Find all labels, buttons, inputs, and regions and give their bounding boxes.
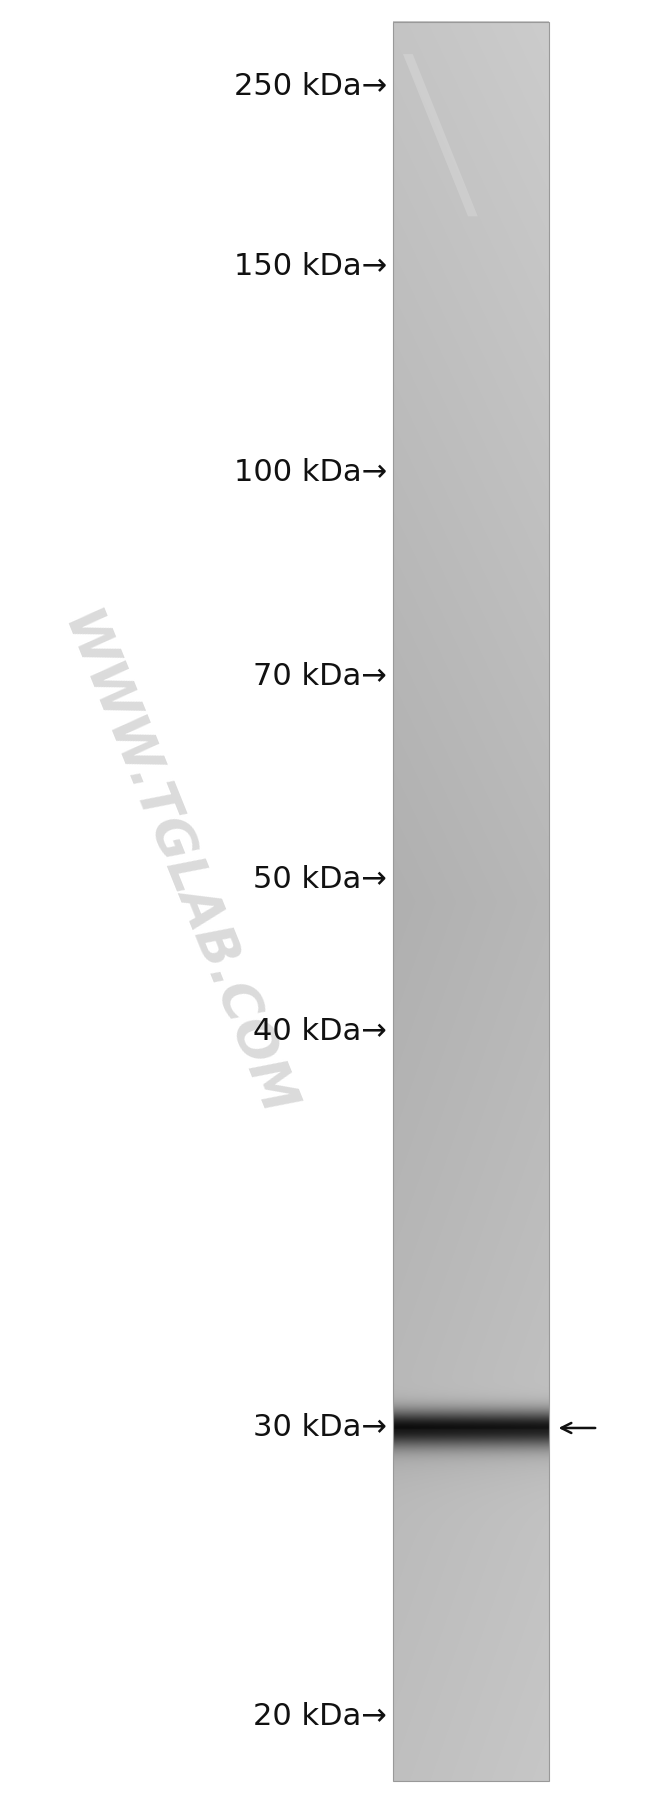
Text: 20 kDa→: 20 kDa→: [253, 1702, 387, 1731]
Text: 100 kDa→: 100 kDa→: [233, 458, 387, 487]
Text: 50 kDa→: 50 kDa→: [253, 865, 387, 894]
Text: 150 kDa→: 150 kDa→: [233, 252, 387, 281]
Text: 30 kDa→: 30 kDa→: [253, 1414, 387, 1442]
Text: 70 kDa→: 70 kDa→: [253, 662, 387, 691]
Bar: [393, 22, 549, 1781]
Text: 250 kDa→: 250 kDa→: [233, 72, 387, 101]
Text: WWW.TGLAB.COM: WWW.TGLAB.COM: [50, 606, 301, 1125]
Polygon shape: [403, 54, 478, 216]
Text: 40 kDa→: 40 kDa→: [253, 1017, 387, 1046]
